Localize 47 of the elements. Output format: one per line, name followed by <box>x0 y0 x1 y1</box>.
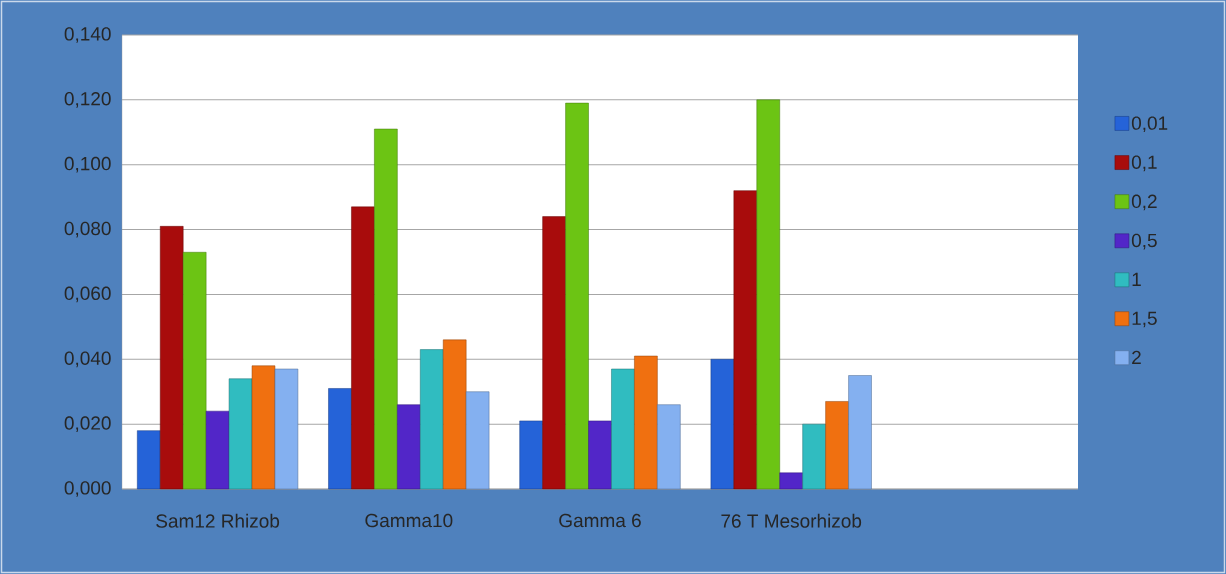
legend-label: 0,1 <box>1131 155 1157 172</box>
y-tick-label: 0,140 <box>64 27 111 43</box>
bar <box>328 388 352 490</box>
bar <box>634 355 658 490</box>
y-tick-label: 0,120 <box>64 92 111 108</box>
x-tick-label: Gamma10 <box>365 513 453 528</box>
bar <box>519 420 543 490</box>
y-tick-label: 0,020 <box>64 416 111 432</box>
bar <box>420 349 444 490</box>
bar <box>159 226 184 490</box>
bar <box>137 430 161 490</box>
y-tick-label: 0,060 <box>64 286 111 303</box>
x-tick-label: 76 T Mesorhizob <box>721 513 862 528</box>
bar <box>756 99 780 490</box>
bar <box>611 368 635 490</box>
y-tick-label: 0,000 <box>64 481 111 497</box>
y-tick-label: 0,040 <box>64 351 111 368</box>
bar <box>565 102 589 490</box>
bar <box>251 365 276 490</box>
bar <box>733 190 758 490</box>
bar <box>228 378 253 490</box>
legend-label: 1,5 <box>1132 311 1157 328</box>
y-tick-label: 0,100 <box>64 156 111 173</box>
bar <box>848 375 872 490</box>
bar <box>351 206 375 490</box>
bar <box>588 420 612 490</box>
bar <box>182 252 207 490</box>
bar <box>205 410 230 490</box>
legend-label: 1 <box>1132 272 1141 286</box>
bar <box>274 368 299 490</box>
legend-label: 2 <box>1132 350 1141 364</box>
bar <box>397 404 421 490</box>
bar <box>657 404 681 490</box>
bar <box>442 339 467 490</box>
x-tick-label: Gamma 6 <box>559 513 641 528</box>
bar <box>779 472 803 490</box>
legend-label: 0,2 <box>1131 194 1157 211</box>
legend-label: 0,01 <box>1131 116 1168 133</box>
bar <box>465 391 490 490</box>
y-tick-label: 0,080 <box>64 221 111 238</box>
bar <box>542 216 566 490</box>
x-tick-label: Sam12 Rhizob <box>156 513 280 528</box>
bar <box>825 401 849 490</box>
bar <box>710 359 735 490</box>
legend-label: 0,5 <box>1131 233 1157 250</box>
bar <box>802 423 826 490</box>
bar <box>374 128 398 490</box>
